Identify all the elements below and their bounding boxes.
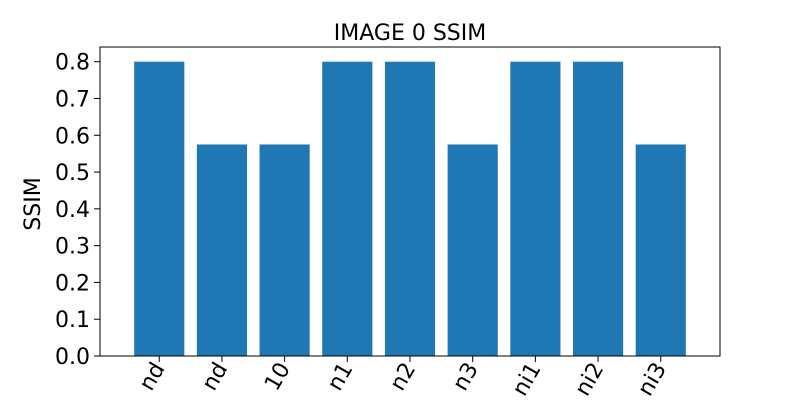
bar-7: [572, 61, 624, 356]
bar-0: [134, 61, 185, 356]
x-tick-label: ni1: [508, 359, 547, 400]
x-tick-label: n1: [323, 359, 359, 396]
y-tick-label: 0.8: [55, 51, 90, 76]
bars-group: [134, 61, 686, 356]
chart-title: IMAGE 0 SSIM: [334, 21, 486, 46]
plot-frame: [99, 46, 721, 357]
y-ticks-group: 0.0 0.1 0.2 0.3 0.4 0.5 0.6 0.7 0.8: [55, 51, 100, 370]
y-tick-label: 0.7: [55, 88, 90, 113]
y-tick-label: 0.5: [55, 161, 90, 186]
y-axis-label: SSIM: [21, 177, 46, 230]
x-tick-label: n3: [448, 359, 484, 396]
y-tick-label: 0.4: [55, 198, 90, 223]
bar-3: [322, 61, 373, 356]
x-tick-label: ni3: [633, 359, 672, 400]
bar-8: [635, 144, 686, 356]
x-tick-label: ni2: [571, 359, 610, 400]
x-tick-label: n2: [386, 359, 422, 396]
y-tick-label: 0.1: [55, 308, 90, 333]
y-tick-label: 0.3: [55, 235, 90, 260]
x-tick-label: nd: [135, 359, 171, 396]
bar-1: [196, 144, 248, 356]
x-ticks-group: nd nd 10 n1 n2 n3 ni1 ni2 ni3: [135, 356, 672, 400]
y-tick-label: 0.6: [55, 124, 90, 149]
bar-5: [447, 144, 498, 356]
x-tick-label: nd: [198, 359, 234, 396]
bar-4: [384, 61, 436, 356]
bar-2: [259, 144, 310, 356]
x-tick-label: 10: [260, 359, 296, 396]
bar-6: [510, 61, 561, 356]
y-tick-label: 0.2: [55, 271, 90, 296]
y-tick-label: 0.0: [55, 345, 90, 370]
